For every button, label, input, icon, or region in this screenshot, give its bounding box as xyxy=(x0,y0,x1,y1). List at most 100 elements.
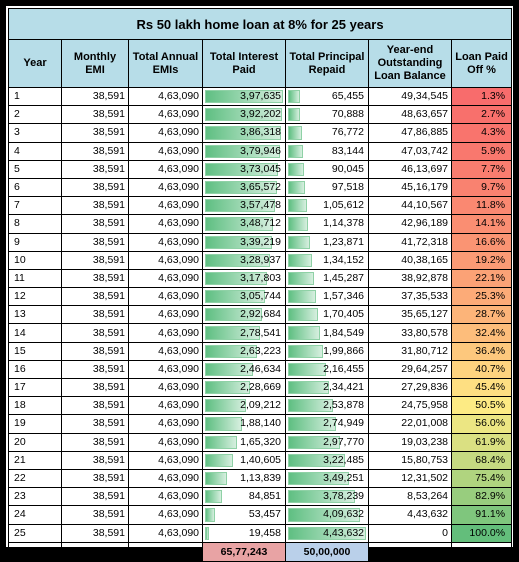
interest-value: 1,65,320 xyxy=(240,435,281,448)
principal-value: 4,09,632 xyxy=(323,508,364,521)
cell-outstanding-balance: 37,35,533 xyxy=(368,287,452,307)
interest-value: 3,28,937 xyxy=(240,253,281,266)
cell-annual-emis: 4,63,090 xyxy=(128,305,203,325)
table-row: 15 38,591 4,63,090 2,63,223 1,99,866 31,80,71… xyxy=(8,341,513,361)
cell-loan-paid-off: 16.6% xyxy=(450,232,513,252)
cell-outstanding-balance: 15,80,753 xyxy=(368,450,452,470)
principal-value: 4,43,632 xyxy=(323,526,364,539)
cell-principal: 1,14,378 xyxy=(285,214,369,234)
header-total-annual-emis: Total Annual EMIs xyxy=(128,39,203,88)
principal-data-bar xyxy=(288,526,366,540)
cell-outstanding-balance: 4,43,632 xyxy=(368,505,452,525)
cell-year: 19 xyxy=(8,414,62,434)
table-row: 5 38,591 4,63,090 3,73,045 90,045 46,13,697 7.… xyxy=(8,159,513,179)
cell-principal: 1,84,549 xyxy=(285,323,369,343)
cell-principal: 97,518 xyxy=(285,177,369,198)
cell-outstanding-balance: 46,13,697 xyxy=(368,159,452,179)
cell-interest: 2,28,669 xyxy=(202,377,286,398)
principal-value: 1,99,866 xyxy=(323,344,364,357)
interest-value: 3,92,202 xyxy=(240,108,281,121)
total-principal: 50,00,000 xyxy=(285,541,369,562)
principal-value: 2,74,949 xyxy=(323,417,364,430)
cell-year: 7 xyxy=(8,196,62,216)
cell-annual-emis: 4,63,090 xyxy=(128,487,203,507)
cell-loan-paid-off: 4.3% xyxy=(450,123,513,143)
cell-annual-emis: 4,63,090 xyxy=(128,468,203,489)
table-title: Rs 50 lakh home loan at 8% for 25 years xyxy=(7,8,513,40)
cell-interest: 2,78,541 xyxy=(202,323,286,343)
cell-year: 4 xyxy=(8,141,62,161)
cell-outstanding-balance: 12,31,502 xyxy=(368,468,452,489)
principal-data-bar xyxy=(288,453,345,467)
interest-value: 3,48,712 xyxy=(240,217,281,230)
cell-year: 2 xyxy=(8,105,62,125)
principal-value: 90,045 xyxy=(331,162,364,175)
principal-value: 83,144 xyxy=(331,144,364,157)
table-row: 20 38,591 4,63,090 1,65,320 2,97,770 19,03,23… xyxy=(8,432,513,452)
principal-data-bar xyxy=(288,235,310,249)
interest-value: 3,65,572 xyxy=(240,181,281,194)
interest-value: 3,17,803 xyxy=(240,271,281,284)
interest-value: 3,57,478 xyxy=(240,199,281,212)
interest-value: 1,40,605 xyxy=(240,453,281,466)
cell-principal: 1,99,866 xyxy=(285,341,369,361)
cell-loan-paid-off: 11.8% xyxy=(450,196,513,216)
table-row: 24 38,591 4,63,090 53,457 4,09,632 4,43,632 91… xyxy=(8,505,513,525)
header-total-interest-paid: Total Interest Paid xyxy=(202,39,286,88)
cell-outstanding-balance: 47,86,885 xyxy=(368,123,452,143)
header-monthly-emi: Monthly EMI xyxy=(61,39,129,88)
cell-monthly-emi: 38,591 xyxy=(61,232,129,252)
interest-data-bar xyxy=(205,90,283,104)
interest-data-bar xyxy=(205,417,242,431)
interest-value: 3,05,744 xyxy=(240,290,281,303)
cell-principal: 1,34,152 xyxy=(285,250,369,270)
cell-loan-paid-off: 50.5% xyxy=(450,396,513,416)
principal-data-bar xyxy=(288,435,341,449)
cell-outstanding-balance: 27,29,836 xyxy=(368,377,452,398)
cell-interest: 3,48,712 xyxy=(202,214,286,234)
cell-interest: 84,851 xyxy=(202,487,286,507)
cell-year: 18 xyxy=(8,396,62,416)
interest-data-bar xyxy=(205,290,265,304)
principal-data-bar xyxy=(288,399,333,413)
total-row: Total 1,15,77,243 65,77,243 50,00,000 xyxy=(8,541,513,562)
cell-interest: 3,57,478 xyxy=(202,196,286,216)
cell-principal: 3,49,251 xyxy=(285,468,369,489)
cell-principal: 1,70,405 xyxy=(285,305,369,325)
principal-data-bar xyxy=(288,199,307,213)
interest-value: 84,851 xyxy=(248,490,281,503)
cell-principal: 76,772 xyxy=(285,123,369,143)
principal-data-bar xyxy=(288,362,327,376)
interest-value: 2,46,634 xyxy=(240,362,281,375)
principal-value: 3,49,251 xyxy=(323,472,364,485)
cell-year: 6 xyxy=(8,177,62,198)
cell-loan-paid-off: 56.0% xyxy=(450,414,513,434)
amortization-table: Rs 50 lakh home loan at 8% for 25 years … xyxy=(7,8,513,562)
interest-data-bar xyxy=(205,253,270,267)
table-row: 18 38,591 4,63,090 2,09,212 2,53,878 24,75,95… xyxy=(8,396,513,416)
cell-interest: 1,88,140 xyxy=(202,414,286,434)
cell-annual-emis: 4,63,090 xyxy=(128,323,203,343)
principal-data-bar xyxy=(288,381,330,395)
cell-principal: 83,144 xyxy=(285,141,369,161)
cell-monthly-emi: 38,591 xyxy=(61,341,129,361)
interest-data-bar xyxy=(205,271,268,286)
table-row: 8 38,591 4,63,090 3,48,712 1,14,378 42,96,189… xyxy=(8,214,513,234)
interest-data-bar xyxy=(205,180,277,195)
cell-outstanding-balance: 0 xyxy=(368,523,452,543)
cell-monthly-emi: 38,591 xyxy=(61,323,129,343)
cell-annual-emis: 4,63,090 xyxy=(128,250,203,270)
cell-year: 12 xyxy=(8,287,62,307)
cell-principal: 2,34,421 xyxy=(285,377,369,398)
cell-principal: 2,53,878 xyxy=(285,396,369,416)
amortization-sheet: Rs 50 lakh home loan at 8% for 25 years … xyxy=(6,6,513,562)
cell-principal: 1,23,871 xyxy=(285,232,369,252)
cell-principal: 2,16,455 xyxy=(285,359,369,380)
interest-data-bar xyxy=(205,435,238,449)
cell-monthly-emi: 38,591 xyxy=(61,468,129,489)
interest-data-bar xyxy=(205,471,228,486)
cell-monthly-emi: 38,591 xyxy=(61,105,129,125)
cell-interest: 3,39,219 xyxy=(202,232,286,252)
cell-loan-paid-off: 9.7% xyxy=(450,177,513,198)
cell-annual-emis: 4,63,090 xyxy=(128,232,203,252)
